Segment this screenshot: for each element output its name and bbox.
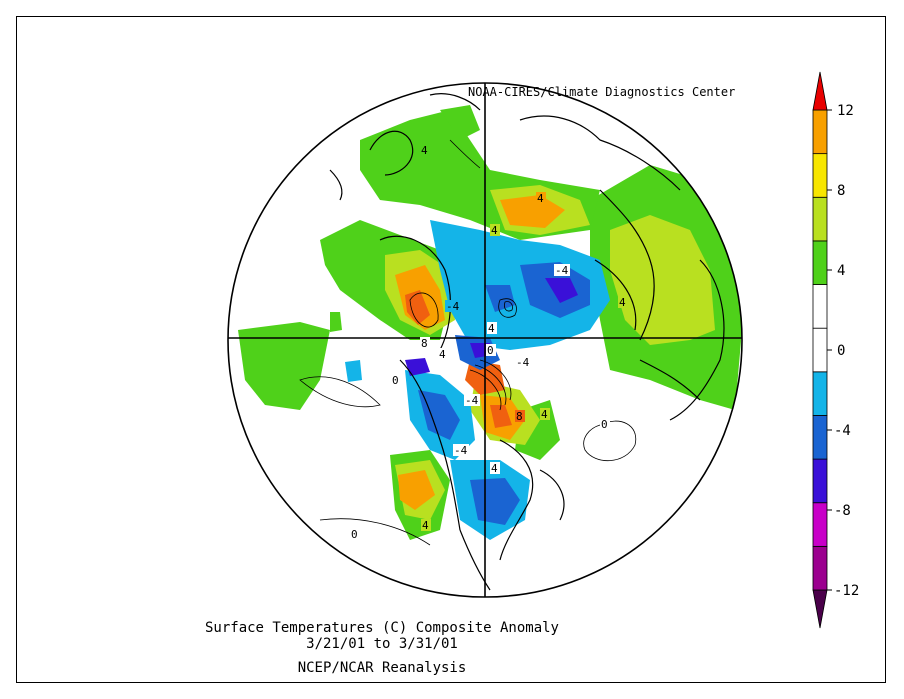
orange-region-north	[500, 195, 565, 228]
colorbar-tick-label: -8	[834, 503, 851, 519]
blue-region-greenland	[485, 285, 515, 312]
map-outline	[227, 82, 743, 598]
colorbar-tick-label: 12	[837, 103, 854, 119]
colorbar-segment	[812, 371, 828, 416]
contour-label: 4	[488, 322, 495, 335]
contour-label: 0	[487, 344, 494, 357]
colorbar-tick-label: 8	[837, 183, 845, 199]
contour-label: -4	[555, 264, 569, 277]
colorbar-segment	[812, 284, 828, 329]
colorbar-tick-label: 4	[837, 263, 845, 279]
caption-title: Surface Temperatures (C) Composite Anoma…	[204, 620, 559, 636]
colorbar-segment	[812, 502, 828, 547]
contour-label: 4	[541, 408, 548, 421]
contour-label: 0	[351, 528, 358, 541]
contour-label: 0	[392, 374, 399, 387]
colorbar-segment	[812, 327, 828, 373]
caption-source: NCEP/NCAR Reanalysis	[297, 660, 467, 676]
colorbar-tick-label: -12	[834, 583, 859, 599]
green-region-west	[238, 322, 330, 410]
colorbar-segment	[812, 240, 828, 285]
credit-text: NOAA-CIRES/Climate Diagnostics Center	[468, 85, 736, 99]
colorbar-end-high	[812, 71, 828, 111]
cyan-region-arctic	[430, 220, 610, 350]
orange-region-usa	[398, 470, 435, 510]
coastlines	[329, 93, 725, 591]
contour-label: 8	[421, 337, 428, 350]
colorbar: 12 8 4 0 -4 -8 -12	[812, 71, 859, 629]
contour-label-group: 4 4 4 -4 4 4 4 0 0 8 -4 -4 -4 4 -4 0 0 8	[350, 144, 628, 541]
colorbar-segment	[812, 109, 828, 155]
contour-label: 4	[439, 348, 446, 361]
contour-label: -4	[454, 444, 468, 457]
colorbar-tick-label: 0	[837, 343, 845, 359]
contour-label: -4	[465, 394, 479, 407]
green-region-small	[440, 105, 480, 140]
colorbar-segment	[812, 458, 828, 504]
caption-dates: 3/21/01 to 3/31/01	[306, 636, 458, 652]
blue-region-usa	[470, 478, 520, 525]
colorbar-tick-label: -4	[834, 423, 851, 439]
green-region-small2	[330, 312, 342, 332]
contour-label: 4	[619, 296, 626, 309]
contour-label: 0	[601, 418, 608, 431]
contour-label: 4	[491, 462, 498, 475]
anomaly-field	[238, 105, 742, 540]
colorbar-segment	[812, 545, 828, 591]
colorbar-segment	[812, 415, 828, 460]
contour-label: 4	[537, 192, 544, 205]
colorbar-segment	[812, 196, 828, 242]
contour-label: 4	[491, 224, 498, 237]
colorbar-segment	[812, 153, 828, 198]
contour-label: 4	[421, 144, 428, 157]
blue-region-canada	[418, 390, 460, 440]
contour-label: -4	[446, 300, 460, 313]
ygreen-region-eurasia	[610, 215, 715, 345]
indigo-region-arctic	[545, 278, 578, 303]
contour-lines	[299, 139, 637, 546]
redorange-region-east	[490, 405, 512, 428]
contour-label: 8	[516, 410, 523, 423]
contour-label: -4	[516, 356, 530, 369]
indigo-region-west	[405, 358, 430, 376]
cyan-region-west	[345, 360, 362, 382]
contour-label: 4	[422, 519, 429, 532]
